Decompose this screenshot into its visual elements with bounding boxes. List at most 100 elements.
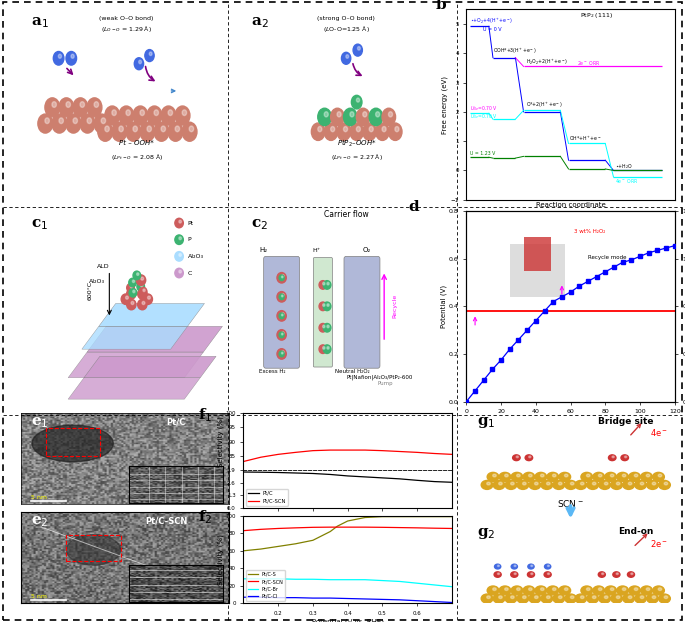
Text: Pt – OOH*: Pt – OOH* xyxy=(119,141,154,146)
Pt/C xyxy=(413,476,421,484)
Text: P: P xyxy=(188,237,191,242)
Pt/C-SCN xyxy=(344,447,352,454)
Circle shape xyxy=(282,351,284,354)
Text: 0.221 nm: 0.221 nm xyxy=(141,484,168,489)
Pt/C-SCN xyxy=(291,448,299,456)
Pt/C-Cl xyxy=(344,595,352,602)
Line: Pt/C-Br: Pt/C-Br xyxy=(243,579,452,587)
Pt/C-Cl xyxy=(309,595,317,602)
Polygon shape xyxy=(87,327,223,352)
Circle shape xyxy=(80,101,84,108)
Circle shape xyxy=(175,268,184,278)
Pt/C-SCN xyxy=(378,524,386,531)
Circle shape xyxy=(323,323,331,332)
Circle shape xyxy=(534,482,538,485)
Circle shape xyxy=(535,472,547,481)
Pt/C-SCN xyxy=(326,447,334,454)
Circle shape xyxy=(350,123,364,141)
Circle shape xyxy=(279,294,284,300)
Circle shape xyxy=(497,573,499,575)
Pt/C-Br xyxy=(378,577,386,584)
Text: SCN$^-$: SCN$^-$ xyxy=(557,498,584,509)
Circle shape xyxy=(73,98,88,117)
Circle shape xyxy=(640,586,652,595)
Circle shape xyxy=(525,455,533,461)
Circle shape xyxy=(640,596,644,598)
Pt/C-S xyxy=(291,540,299,547)
Circle shape xyxy=(319,281,327,289)
Text: $\star$+H$_2$O: $\star$+H$_2$O xyxy=(616,162,634,171)
Circle shape xyxy=(493,588,496,590)
Circle shape xyxy=(487,586,499,595)
Circle shape xyxy=(497,565,499,567)
Pt/C-SCN xyxy=(396,524,404,531)
Circle shape xyxy=(175,126,179,132)
Circle shape xyxy=(341,52,351,64)
Circle shape xyxy=(388,123,402,141)
Circle shape xyxy=(531,565,533,567)
Circle shape xyxy=(647,594,658,603)
Circle shape xyxy=(356,126,360,132)
Pt/C-Br xyxy=(274,575,282,583)
Circle shape xyxy=(547,565,549,567)
Circle shape xyxy=(647,480,658,490)
Circle shape xyxy=(369,108,383,126)
Pt/C xyxy=(274,469,282,476)
Text: OOH*+3(H$^+$+e$^-$): OOH*+3(H$^+$+e$^-$) xyxy=(493,47,536,56)
Circle shape xyxy=(640,482,644,485)
Circle shape xyxy=(105,106,120,125)
Pt/C-SCN xyxy=(309,524,317,531)
Circle shape xyxy=(356,108,370,126)
Circle shape xyxy=(516,456,519,458)
Circle shape xyxy=(587,480,599,490)
Text: OH*+H$^+$+e$^-$: OH*+H$^+$+e$^-$ xyxy=(569,134,601,142)
Pt/C-SCN xyxy=(413,448,421,456)
Circle shape xyxy=(605,586,616,595)
Circle shape xyxy=(282,294,284,297)
Text: Neutral H₂O₂: Neutral H₂O₂ xyxy=(335,369,370,374)
Circle shape xyxy=(121,294,130,304)
Circle shape xyxy=(659,594,671,603)
Pt/C-Br xyxy=(396,578,404,585)
Text: Pt/C-SCN: Pt/C-SCN xyxy=(145,516,188,526)
Circle shape xyxy=(358,47,360,50)
Text: c$_1$: c$_1$ xyxy=(31,217,48,231)
Circle shape xyxy=(593,482,596,485)
Circle shape xyxy=(540,588,544,590)
Circle shape xyxy=(179,220,182,223)
Circle shape xyxy=(323,346,325,349)
Circle shape xyxy=(659,480,671,490)
Text: 600°C: 600°C xyxy=(88,281,92,300)
Circle shape xyxy=(147,126,151,132)
Circle shape xyxy=(119,126,123,132)
Circle shape xyxy=(147,106,162,125)
Circle shape xyxy=(527,572,534,577)
Pt/C-SCN xyxy=(326,524,334,531)
Polygon shape xyxy=(99,304,204,327)
Circle shape xyxy=(634,474,638,477)
Circle shape xyxy=(369,126,373,132)
Text: ($L_{Pt-O}$ = 2.08 Å): ($L_{Pt-O}$ = 2.08 Å) xyxy=(110,152,163,162)
Circle shape xyxy=(599,480,610,490)
Circle shape xyxy=(282,275,284,278)
Circle shape xyxy=(658,474,662,477)
Circle shape xyxy=(395,126,399,132)
Circle shape xyxy=(319,302,327,310)
Text: 5 nm: 5 nm xyxy=(31,594,47,599)
Circle shape xyxy=(279,351,284,357)
Text: 2 nm: 2 nm xyxy=(129,594,143,599)
Circle shape xyxy=(140,110,145,116)
Circle shape xyxy=(182,122,197,141)
Text: Recycle mode: Recycle mode xyxy=(588,255,626,260)
Circle shape xyxy=(331,126,335,132)
Bar xyxy=(523,238,551,271)
Circle shape xyxy=(625,456,627,458)
Circle shape xyxy=(494,572,501,577)
Circle shape xyxy=(59,98,74,117)
Circle shape xyxy=(87,98,102,117)
FancyBboxPatch shape xyxy=(264,256,299,368)
Circle shape xyxy=(623,588,626,590)
Circle shape xyxy=(604,482,608,485)
Pt/C-Br xyxy=(361,576,369,583)
Pt/C xyxy=(361,473,369,481)
